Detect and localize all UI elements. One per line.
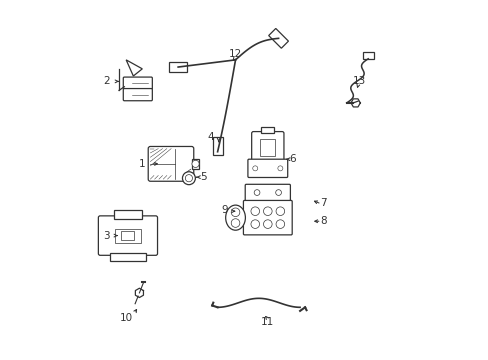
Circle shape bbox=[231, 208, 239, 217]
Bar bbox=[261, 127, 274, 134]
Text: 5: 5 bbox=[200, 172, 206, 182]
Bar bbox=[121, 231, 134, 240]
FancyBboxPatch shape bbox=[243, 201, 292, 235]
Text: 4: 4 bbox=[207, 132, 213, 142]
Text: 12: 12 bbox=[228, 49, 242, 59]
Bar bbox=[113, 210, 142, 219]
Polygon shape bbox=[169, 62, 187, 72]
Circle shape bbox=[182, 172, 195, 185]
Bar bbox=[115, 229, 140, 243]
Circle shape bbox=[250, 207, 259, 216]
Circle shape bbox=[263, 207, 271, 216]
Circle shape bbox=[252, 166, 257, 171]
Text: 2: 2 bbox=[103, 76, 109, 86]
FancyBboxPatch shape bbox=[98, 216, 157, 255]
Polygon shape bbox=[126, 60, 142, 76]
Polygon shape bbox=[212, 137, 222, 155]
Text: 11: 11 bbox=[261, 317, 274, 327]
Circle shape bbox=[275, 190, 281, 195]
Circle shape bbox=[277, 166, 282, 171]
FancyBboxPatch shape bbox=[251, 132, 284, 162]
FancyBboxPatch shape bbox=[123, 77, 152, 89]
Text: 7: 7 bbox=[320, 198, 326, 208]
Text: 8: 8 bbox=[320, 216, 326, 226]
Bar bbox=[362, 52, 373, 59]
FancyBboxPatch shape bbox=[244, 184, 290, 201]
Circle shape bbox=[263, 220, 271, 228]
FancyBboxPatch shape bbox=[247, 159, 287, 177]
Circle shape bbox=[254, 190, 260, 195]
Text: 3: 3 bbox=[103, 231, 109, 240]
Text: 1: 1 bbox=[139, 159, 145, 169]
Text: 10: 10 bbox=[120, 313, 132, 323]
Circle shape bbox=[185, 175, 192, 182]
Ellipse shape bbox=[225, 205, 245, 230]
Bar bbox=[260, 139, 275, 156]
FancyBboxPatch shape bbox=[123, 89, 152, 101]
Polygon shape bbox=[268, 28, 288, 48]
Circle shape bbox=[276, 207, 284, 216]
Circle shape bbox=[192, 160, 199, 167]
Bar bbox=[110, 253, 145, 261]
FancyBboxPatch shape bbox=[148, 147, 193, 181]
Text: 13: 13 bbox=[352, 76, 365, 86]
Bar bbox=[191, 159, 199, 168]
Circle shape bbox=[231, 219, 239, 227]
Circle shape bbox=[276, 220, 284, 228]
Circle shape bbox=[250, 220, 259, 228]
Text: 9: 9 bbox=[221, 206, 227, 216]
Text: 6: 6 bbox=[289, 154, 296, 164]
